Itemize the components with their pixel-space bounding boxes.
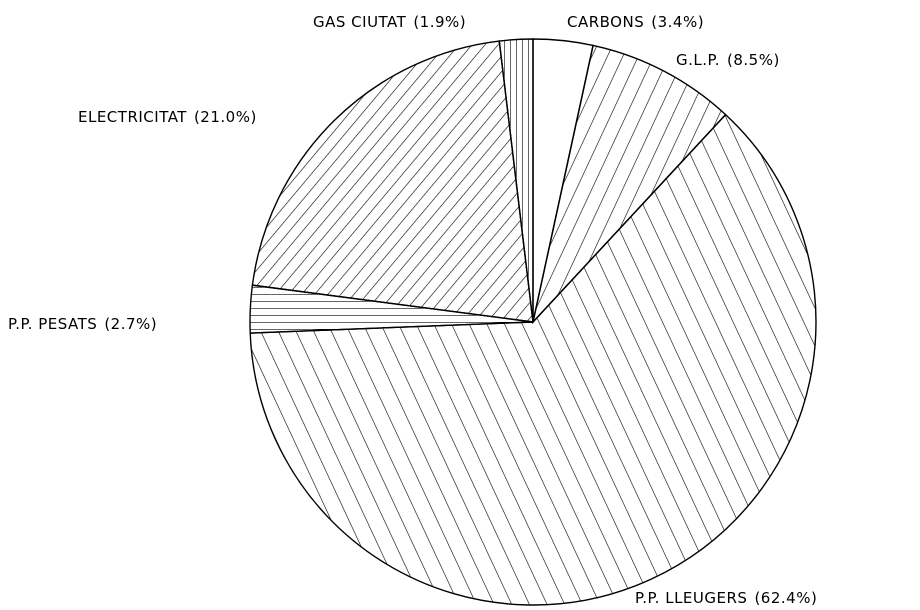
category-label: P.P. LLEUGERS <box>635 589 747 607</box>
pie-slice <box>251 40 534 323</box>
value-label: (3.4%) <box>651 13 704 31</box>
slice-label: GAS CIUTAT (1.9%) <box>313 13 466 31</box>
category-label: G.L.P. <box>676 51 720 69</box>
value-label: (62.4%) <box>754 589 817 607</box>
slice-label: P.P. PESATS (2.7%) <box>8 315 157 333</box>
slice-label: P.P. LLEUGERS (62.4%) <box>635 589 817 607</box>
slice-label: ELECTRICITAT (21.0%) <box>78 108 257 126</box>
value-label: (2.7%) <box>104 315 157 333</box>
pie-slice <box>531 44 727 325</box>
value-label: (1.9%) <box>413 13 466 31</box>
value-label: (8.5%) <box>727 51 780 69</box>
category-label: GAS CIUTAT <box>313 13 407 31</box>
category-label: CARBONS <box>567 13 644 31</box>
pie-slice <box>249 113 817 606</box>
pie-slice <box>498 38 534 323</box>
category-label: ELECTRICITAT <box>78 108 187 126</box>
category-label: P.P. PESATS <box>8 315 97 333</box>
slice-label: G.L.P. (8.5%) <box>676 51 780 69</box>
value-label: (21.0%) <box>194 108 257 126</box>
slice-label: CARBONS (3.4%) <box>567 13 704 31</box>
